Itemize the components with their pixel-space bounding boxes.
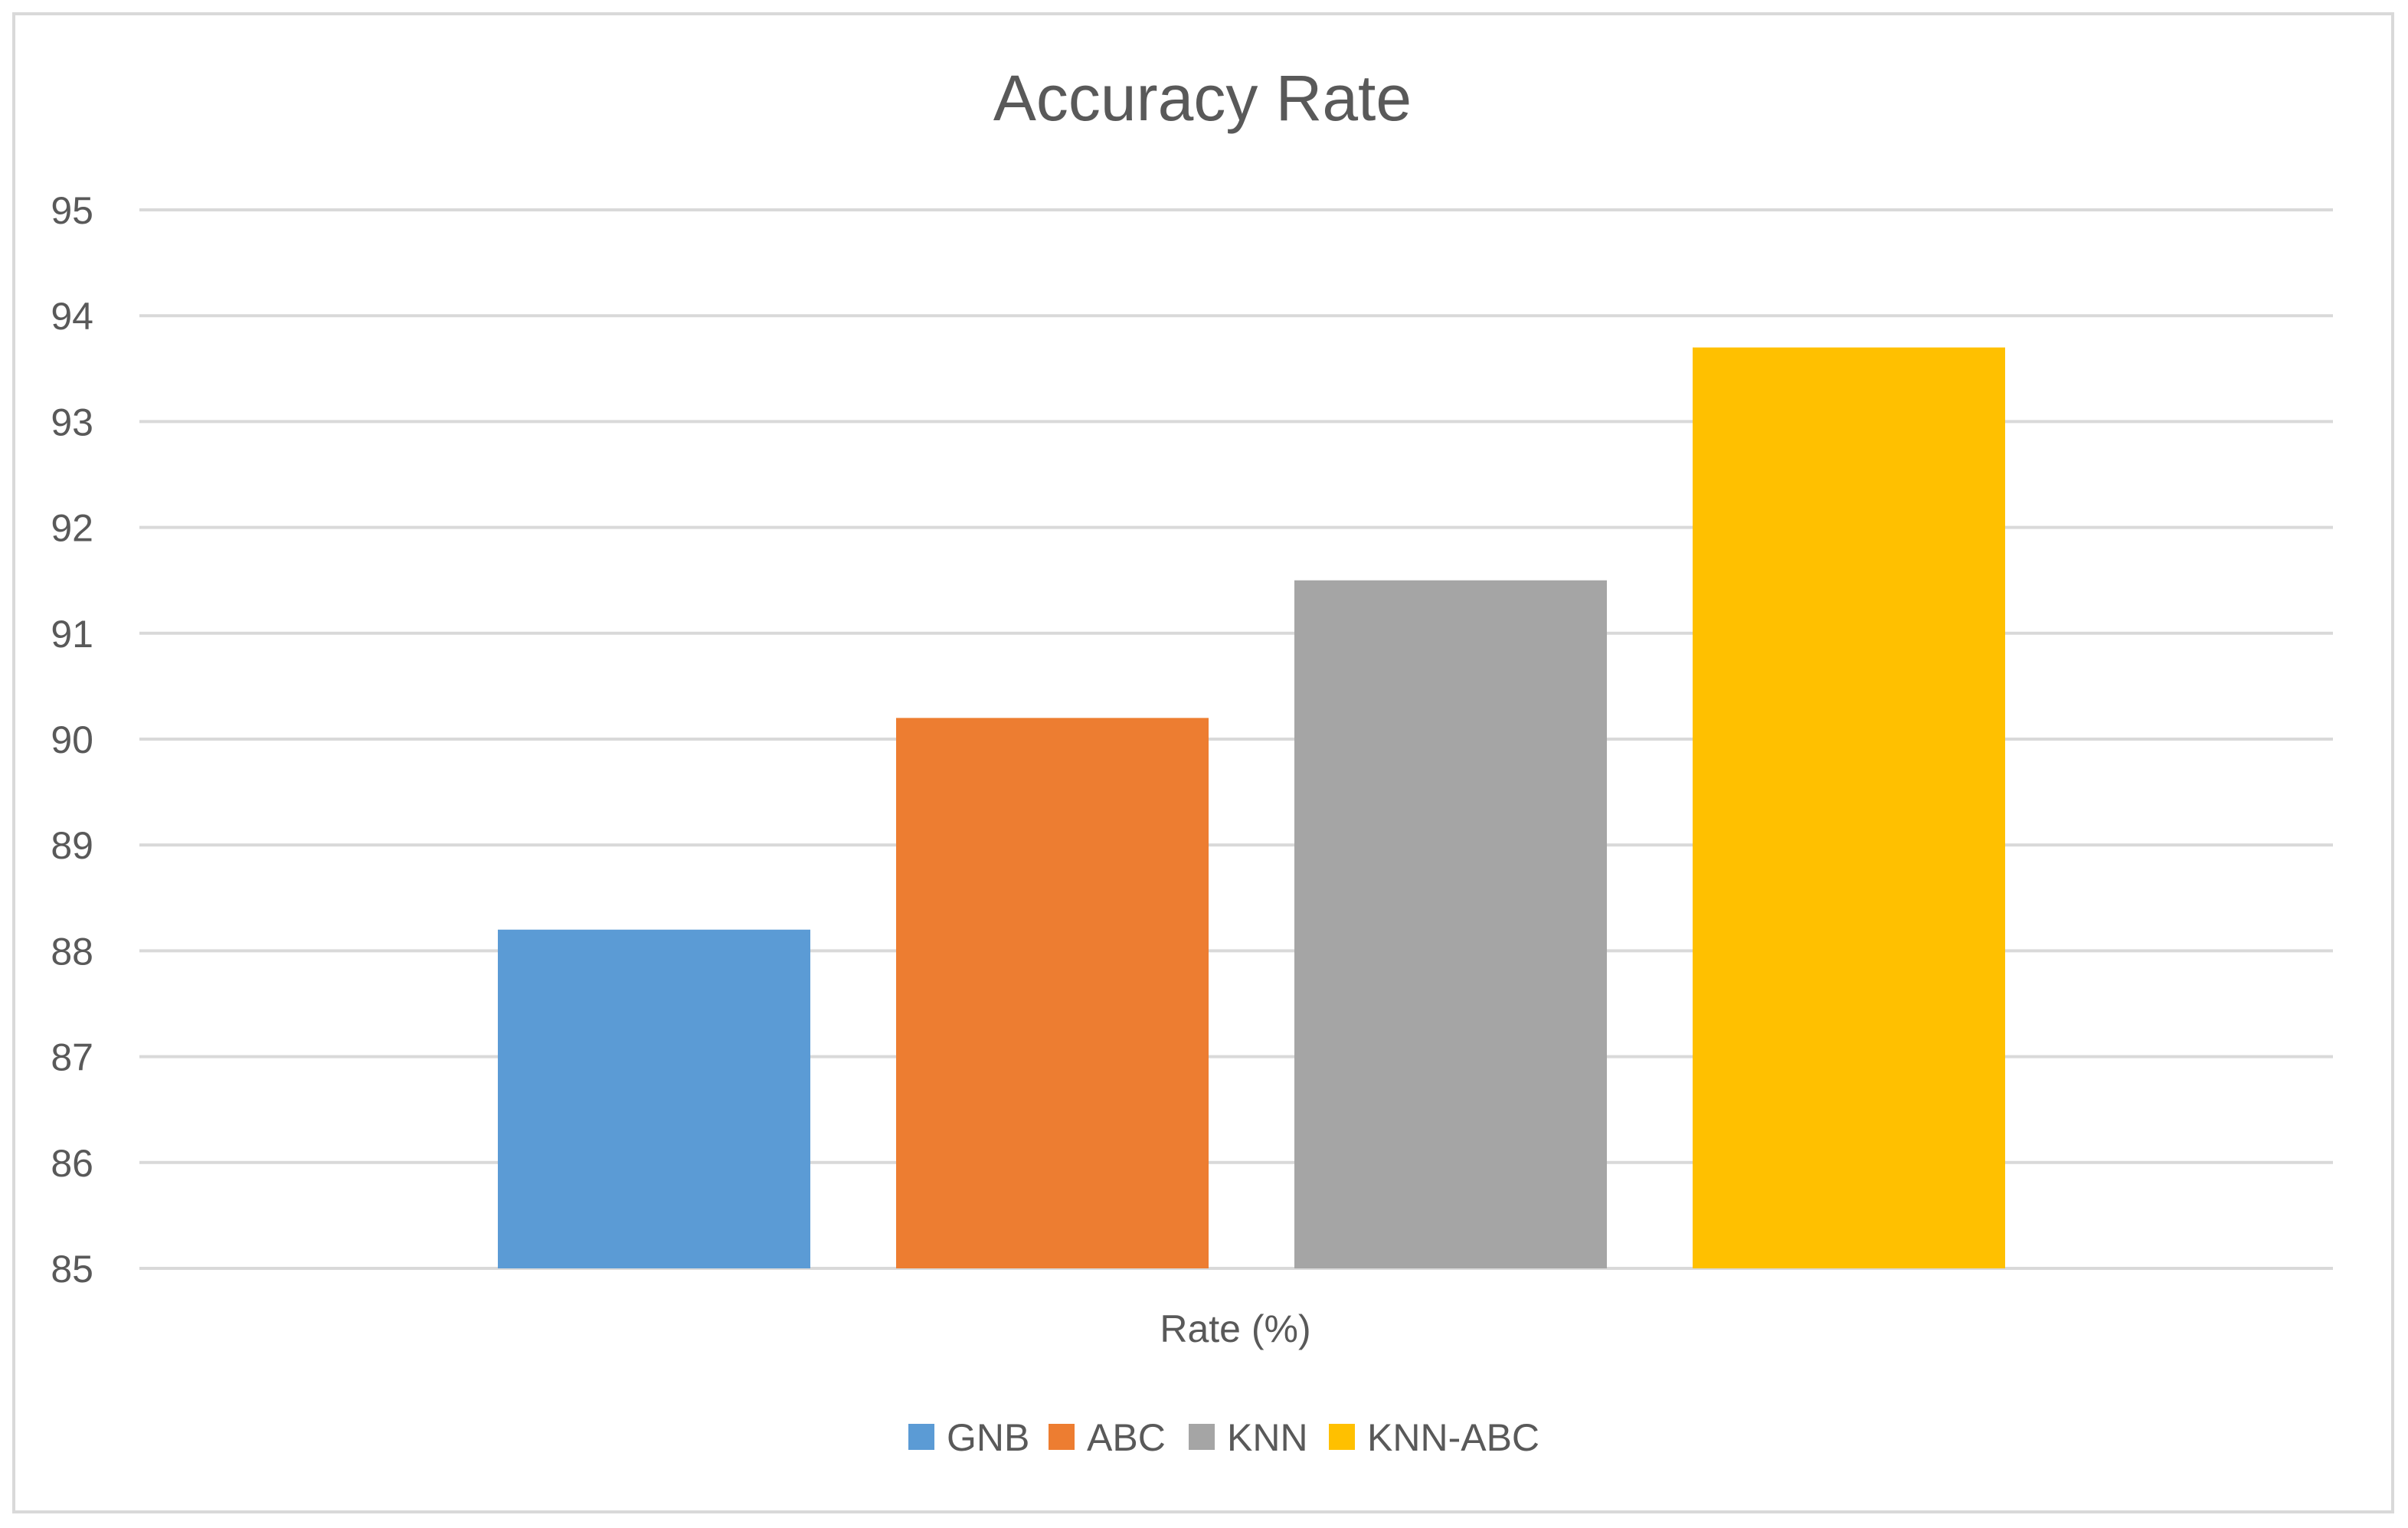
y-tick-label-88: 88 [51, 930, 93, 973]
y-tick-label-93: 93 [51, 401, 93, 443]
bar-gnb [498, 929, 810, 1268]
y-tick-label-87: 87 [51, 1036, 93, 1079]
y-tick-label-89: 89 [51, 824, 93, 867]
legend-swatch-knn [1189, 1424, 1215, 1450]
legend-swatch-gnb [908, 1424, 934, 1450]
bars [498, 347, 2005, 1268]
legend-label-knn: KNN [1227, 1416, 1308, 1459]
y-tick-label-86: 86 [51, 1142, 93, 1185]
legend-swatch-knn-abc [1329, 1424, 1355, 1450]
bar-knn-abc [1693, 347, 2005, 1268]
y-tick-label-95: 95 [51, 189, 93, 232]
x-axis-title: Rate (%) [1160, 1307, 1310, 1350]
y-tick-label-94: 94 [51, 295, 93, 338]
y-tick-label-85: 85 [51, 1248, 93, 1291]
bar-abc [896, 718, 1209, 1268]
y-tick-label-92: 92 [51, 507, 93, 550]
y-axis-ticks: 85 86 87 88 89 90 91 92 93 94 95 [51, 189, 93, 1291]
legend: GNB ABC KNN KNN-ABC [908, 1416, 1539, 1459]
legend-label-abc: ABC [1087, 1416, 1166, 1459]
legend-swatch-abc [1049, 1424, 1075, 1450]
y-tick-label-90: 90 [51, 718, 93, 761]
chart-title: Accuracy Rate [993, 62, 1412, 134]
legend-label-gnb: GNB [947, 1416, 1029, 1459]
y-tick-label-91: 91 [51, 613, 93, 656]
bar-knn [1294, 580, 1607, 1268]
legend-label-knn-abc: KNN-ABC [1367, 1416, 1539, 1459]
